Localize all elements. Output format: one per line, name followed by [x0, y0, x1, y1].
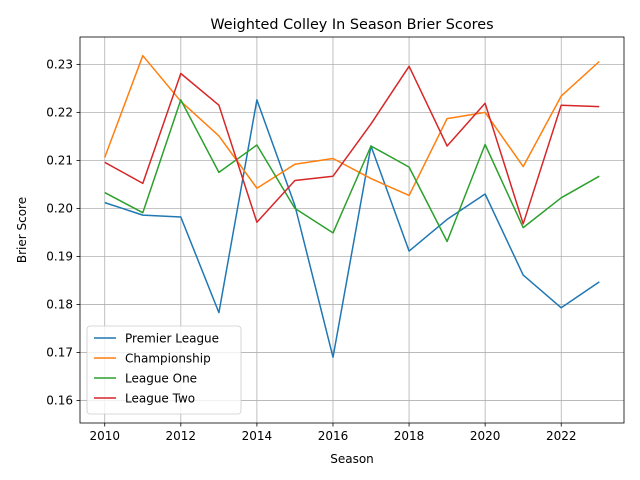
- y-tick-label: 0.19: [46, 250, 73, 264]
- y-tick-label: 0.20: [46, 202, 73, 216]
- x-tick-label: 2020: [470, 429, 501, 443]
- series-line-4: [104, 65, 600, 225]
- x-tick-label: 2012: [166, 429, 197, 443]
- x-tick-label: 2016: [318, 429, 349, 443]
- plot-frame: [79, 36, 625, 424]
- legend-entry: Premier League: [125, 331, 219, 345]
- legend-entry: League Two: [125, 391, 195, 405]
- x-axis-label: Season: [330, 452, 374, 466]
- x-tick-label: 2018: [394, 429, 425, 443]
- series-line-3: [104, 99, 600, 243]
- series-lines: [103, 54, 600, 358]
- y-tick-label: 0.22: [46, 106, 73, 120]
- y-tick-label: 0.17: [46, 346, 73, 360]
- x-tick-label: 2014: [242, 429, 273, 443]
- y-tick-label: 0.18: [46, 298, 73, 312]
- chart-title: Weighted Colley In Season Brier Scores: [210, 17, 493, 33]
- y-tick-label: 0.23: [46, 58, 73, 72]
- y-axis-ticks: 0.16 0.17 0.18 0.19 0.20 0.21 0.22 0.23: [46, 58, 80, 408]
- x-axis-ticks: 2010 2012 2014 2016 2018 2020 2022: [89, 423, 577, 443]
- series-line-2: [103, 54, 600, 197]
- y-tick-label: 0.16: [46, 394, 73, 408]
- legend-entry: Championship: [125, 351, 211, 365]
- legend-box: [86, 325, 242, 415]
- y-tick-label: 0.21: [46, 154, 73, 168]
- x-tick-label: 2022: [546, 429, 577, 443]
- legend: Premier League Championship League One Leag…: [86, 325, 242, 415]
- x-tick-label: 2010: [89, 429, 120, 443]
- legend-entry: League One: [125, 371, 197, 385]
- series-line-1: [104, 99, 600, 358]
- y-axis-label: Brier Score: [15, 197, 29, 263]
